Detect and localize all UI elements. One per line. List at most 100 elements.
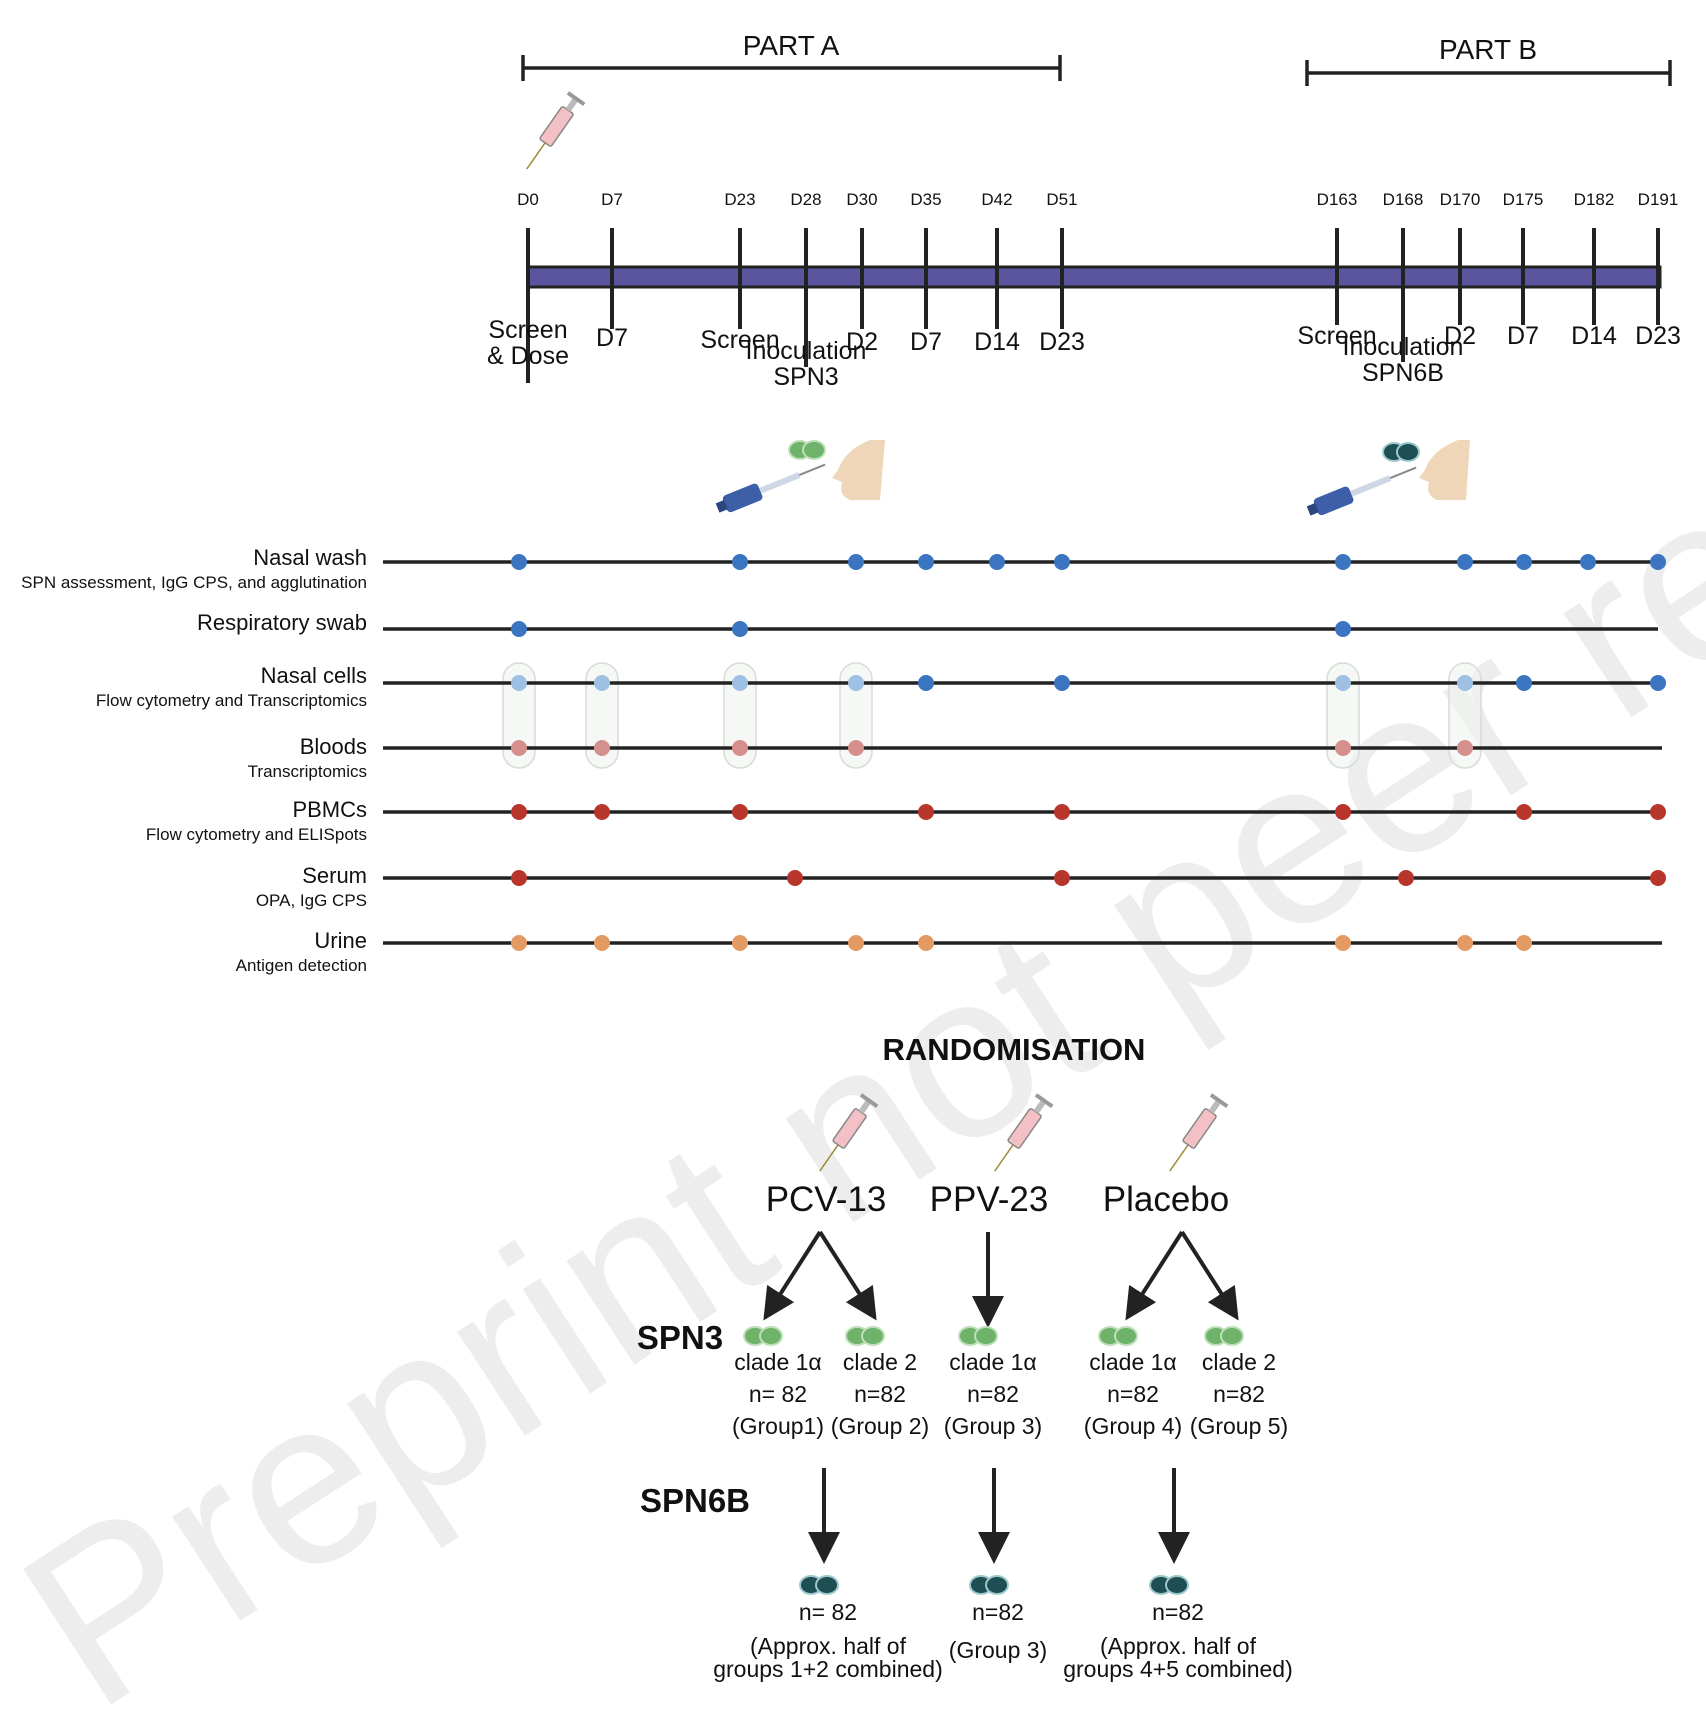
sample-point xyxy=(1335,935,1351,951)
sample-point xyxy=(1335,675,1351,691)
visit-label: D2 xyxy=(1444,322,1476,350)
sample-row-label: Nasal cells xyxy=(261,663,367,688)
sample-row-sublabel: Flow cytometry and Transcriptomics xyxy=(96,691,367,710)
syringe-icon xyxy=(526,91,586,170)
group-group-label: (Group 4) xyxy=(1084,1413,1182,1439)
group-clade-label: clade 1α xyxy=(1089,1349,1176,1375)
part-b-group-n: n=82 xyxy=(1152,1599,1204,1625)
sample-point xyxy=(918,935,934,951)
study-day-label: D42 xyxy=(981,190,1012,209)
visit-label: Screen xyxy=(488,316,567,344)
part-a-label: PART A xyxy=(743,30,840,61)
visit-label: SPN6B xyxy=(1362,359,1444,387)
group-clade-label: clade 1α xyxy=(734,1349,821,1375)
part-b-group-n: n=82 xyxy=(972,1599,1024,1625)
group-clade-label: clade 1α xyxy=(949,1349,1036,1375)
visit-label: D7 xyxy=(910,328,942,356)
sample-point xyxy=(1335,554,1351,570)
group-group-label: (Group 2) xyxy=(831,1413,929,1439)
paired-sample-capsule xyxy=(585,662,619,769)
spn3-bacteria-icon xyxy=(1220,1326,1244,1346)
sample-point xyxy=(1054,675,1070,691)
paired-sample-capsule xyxy=(502,662,536,769)
spn3-bacteria-icon xyxy=(759,1326,783,1346)
sample-point xyxy=(848,675,864,691)
part-b-group-note: (Group 3) xyxy=(949,1637,1047,1663)
group-n-label: n= 82 xyxy=(749,1381,807,1407)
sample-point xyxy=(511,804,527,820)
spn6b-bacteria-icon xyxy=(1165,1575,1189,1595)
visit-label: & Dose xyxy=(487,342,569,370)
challenge-label-spn3: SPN3 xyxy=(637,1319,723,1356)
sample-point xyxy=(918,554,934,570)
sample-point xyxy=(918,804,934,820)
sample-point xyxy=(1650,804,1666,820)
sample-point xyxy=(732,935,748,951)
sample-point xyxy=(1457,935,1473,951)
sample-point xyxy=(1457,675,1473,691)
study-day-label: D170 xyxy=(1440,190,1481,209)
sample-point xyxy=(511,621,527,637)
sample-point xyxy=(1335,804,1351,820)
paired-sample-capsule xyxy=(1448,662,1482,769)
study-day-label: D28 xyxy=(790,190,821,209)
visit-label: SPN3 xyxy=(773,363,838,391)
sample-row-sublabel: OPA, IgG CPS xyxy=(256,891,367,910)
sample-row-label: PBMCs xyxy=(292,797,367,822)
part-b-group-note: (Approx. half of xyxy=(1100,1633,1257,1659)
visit-label: D23 xyxy=(1635,322,1681,350)
part-b-group-n: n= 82 xyxy=(799,1599,857,1625)
sample-row-label: Nasal wash xyxy=(253,545,367,570)
paired-sample-capsule xyxy=(839,662,873,769)
group-n-label: n=82 xyxy=(854,1381,906,1407)
paired-sample-capsule xyxy=(1326,662,1360,769)
group-group-label: (Group 3) xyxy=(944,1413,1042,1439)
sample-row-sublabel: SPN assessment, IgG CPS, and agglutinati… xyxy=(21,573,367,592)
sample-point xyxy=(1516,935,1532,951)
sample-point xyxy=(594,935,610,951)
face-icon xyxy=(1419,440,1470,500)
sample-point xyxy=(511,935,527,951)
spn3-bacteria-icon xyxy=(861,1326,885,1346)
syringe-icon xyxy=(819,1093,879,1172)
timeline-bar xyxy=(526,265,1662,289)
sample-point xyxy=(1516,675,1532,691)
sample-point xyxy=(1650,675,1666,691)
sample-point xyxy=(732,621,748,637)
part-b-group-note: groups 4+5 combined) xyxy=(1063,1656,1293,1682)
sample-point xyxy=(787,870,803,886)
study-day-label: D182 xyxy=(1574,190,1615,209)
sample-point xyxy=(1335,621,1351,637)
spn6b-bacteria-icon xyxy=(1382,442,1420,462)
sample-point xyxy=(1516,554,1532,570)
part-a-bracket xyxy=(521,55,1062,81)
sample-point xyxy=(1650,870,1666,886)
sample-row-label: Urine xyxy=(314,928,367,953)
visit-label: Screen xyxy=(1297,322,1376,350)
visit-label: D14 xyxy=(974,328,1020,356)
spn3-bacteria-icon xyxy=(1114,1326,1138,1346)
arm-label-ppv23: PPV-23 xyxy=(930,1180,1049,1219)
sample-point xyxy=(732,740,748,756)
study-day-label: D175 xyxy=(1503,190,1544,209)
study-day-label: D168 xyxy=(1383,190,1424,209)
sample-point xyxy=(1457,554,1473,570)
sample-row-sublabel: Transcriptomics xyxy=(248,762,367,781)
sample-point xyxy=(848,554,864,570)
sample-point xyxy=(989,554,1005,570)
sample-point xyxy=(594,804,610,820)
study-day-label: D35 xyxy=(910,190,941,209)
spn3-bacteria-icon xyxy=(788,440,826,460)
sample-point xyxy=(732,804,748,820)
challenge-label-spn6b: SPN6B xyxy=(640,1482,750,1519)
sample-point xyxy=(594,675,610,691)
sample-point xyxy=(1054,554,1070,570)
sample-row-sublabel: Flow cytometry and ELISpots xyxy=(146,825,367,844)
visit-label: Inoculation xyxy=(746,337,867,365)
study-day-label: D51 xyxy=(1046,190,1077,209)
sample-row-label: Serum xyxy=(302,863,367,888)
sample-point xyxy=(1335,740,1351,756)
visit-label: D2 xyxy=(846,328,878,356)
group-n-label: n=82 xyxy=(1213,1381,1265,1407)
